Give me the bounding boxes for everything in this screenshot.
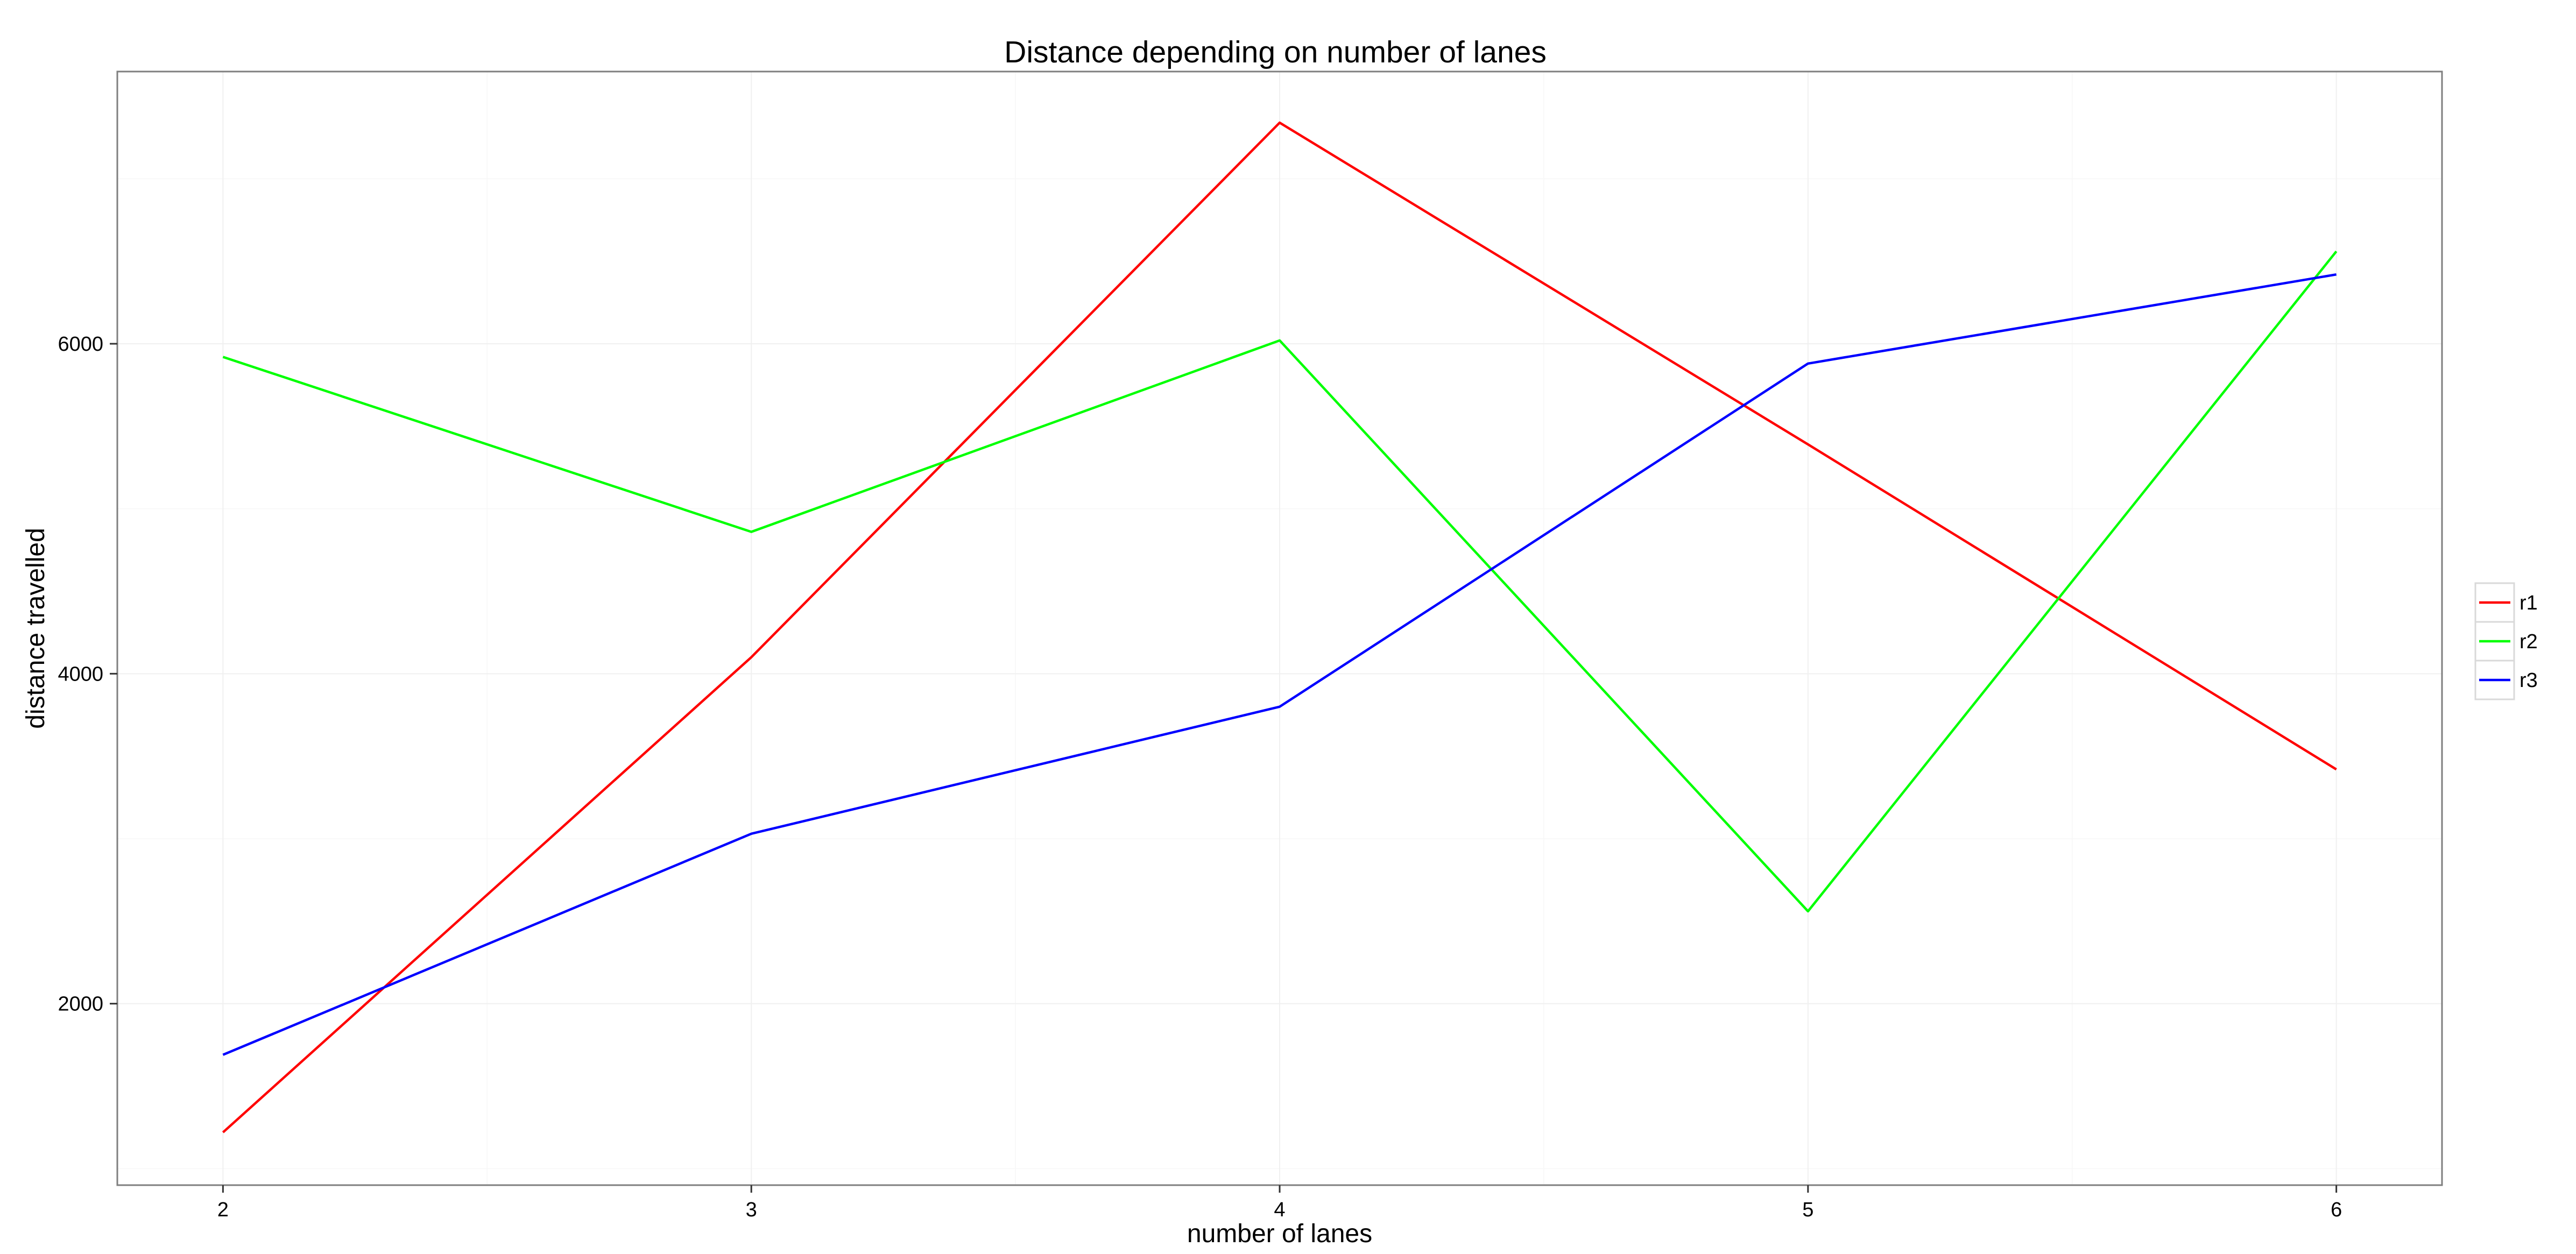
x-tick-label: 5: [1802, 1199, 1813, 1221]
axis-ticks: 2 3 4 5 6 2000 4000 6000: [58, 333, 2342, 1221]
x-tick-label: 4: [1274, 1199, 1285, 1221]
y-tick-label: 4000: [58, 663, 103, 685]
x-tick-label: 6: [2331, 1199, 2342, 1221]
chart-title: Distance depending on number of lanes: [1004, 35, 1547, 69]
grid: [117, 72, 2442, 1185]
legend-label-r2: r2: [2519, 630, 2538, 653]
series-line-r2: [222, 250, 2338, 913]
y-axis-title: distance travelled: [22, 528, 50, 729]
legend-label-r3: r3: [2519, 669, 2538, 692]
series-line-r1: [222, 121, 2337, 1133]
y-tick-label: 6000: [58, 333, 103, 356]
x-tick-label: 3: [746, 1199, 757, 1221]
series-lines: [222, 121, 2338, 1133]
x-axis-title: number of lanes: [1187, 1220, 1372, 1248]
y-tick-label: 2000: [58, 993, 103, 1016]
legend-label-r1: r1: [2519, 592, 2538, 614]
series-line-r3: [222, 273, 2337, 1056]
legend: r1 r2 r3: [2474, 582, 2538, 700]
x-tick-label: 2: [217, 1199, 229, 1221]
